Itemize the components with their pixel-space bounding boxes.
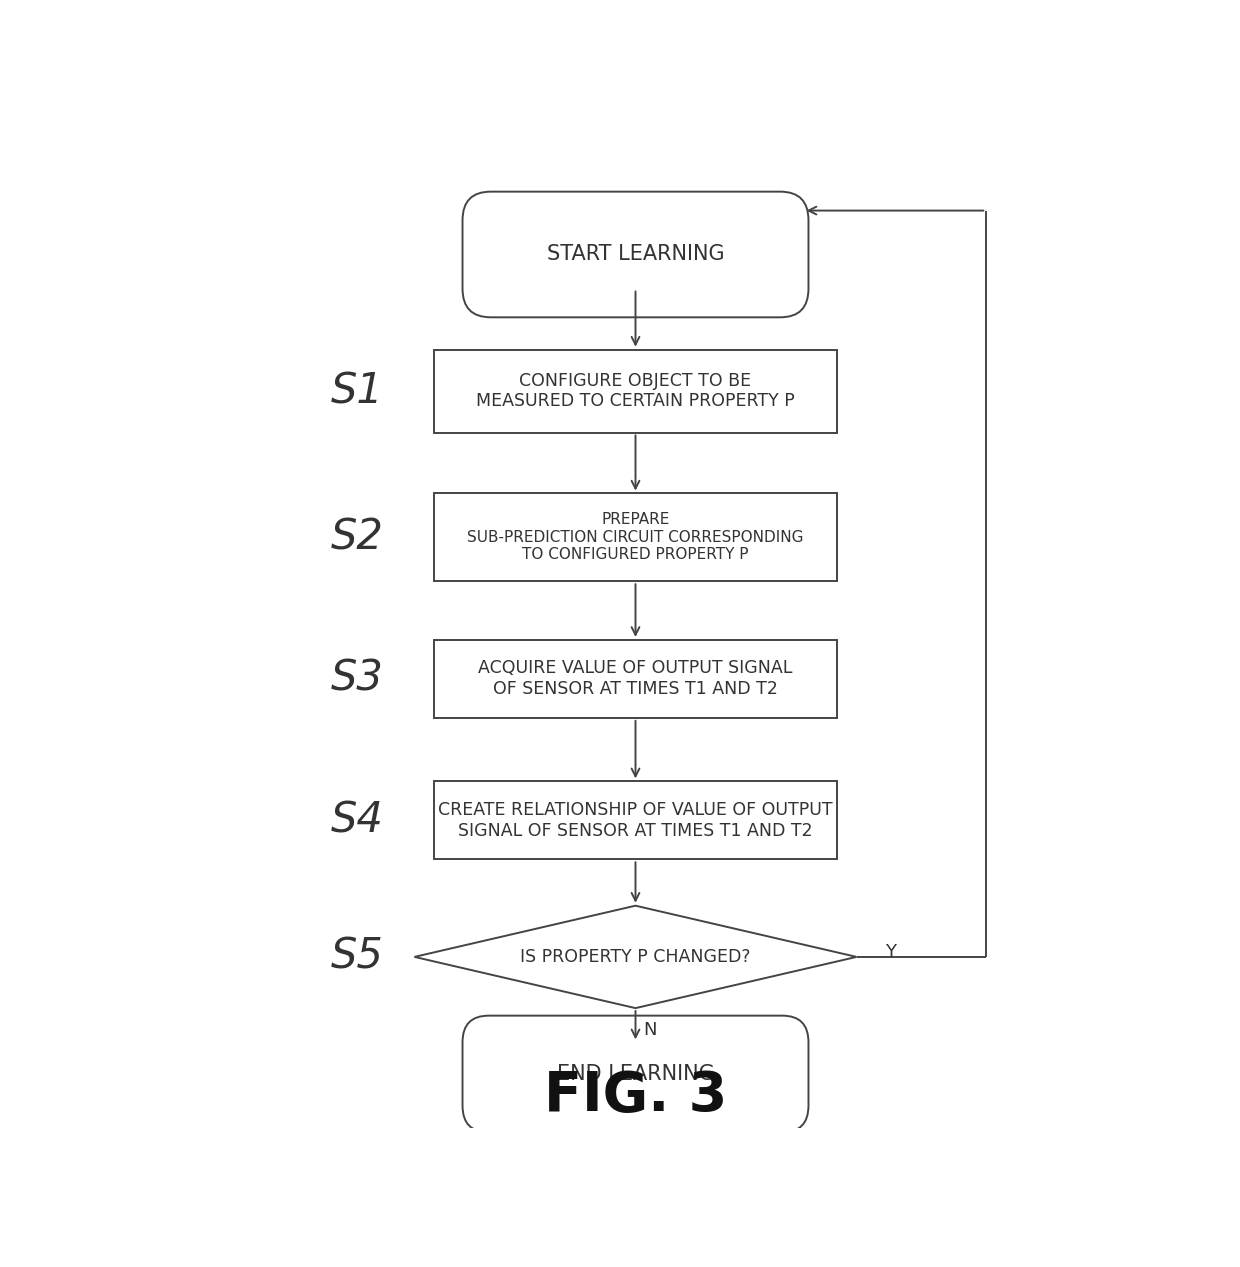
Text: IS PROPERTY P CHANGED?: IS PROPERTY P CHANGED? <box>521 948 750 965</box>
Text: S2: S2 <box>330 517 383 559</box>
Bar <box>434 350 837 432</box>
Text: CONFIGURE OBJECT TO BE
MEASURED TO CERTAIN PROPERTY P: CONFIGURE OBJECT TO BE MEASURED TO CERTA… <box>476 371 795 411</box>
FancyBboxPatch shape <box>463 1016 808 1133</box>
Text: S3: S3 <box>330 658 383 699</box>
Text: CREATE RELATIONSHIP OF VALUE OF OUTPUT
SIGNAL OF SENSOR AT TIMES T1 AND T2: CREATE RELATIONSHIP OF VALUE OF OUTPUT S… <box>438 801 833 840</box>
Text: S4: S4 <box>330 799 383 841</box>
Text: END LEARNING: END LEARNING <box>557 1064 714 1085</box>
Text: ACQUIRE VALUE OF OUTPUT SIGNAL
OF SENSOR AT TIMES T1 AND T2: ACQUIRE VALUE OF OUTPUT SIGNAL OF SENSOR… <box>479 659 792 698</box>
Text: S1: S1 <box>330 370 383 412</box>
FancyBboxPatch shape <box>463 191 808 317</box>
Text: FIG. 3: FIG. 3 <box>544 1069 727 1123</box>
Text: Y: Y <box>884 943 895 962</box>
Bar <box>434 640 837 718</box>
Text: N: N <box>644 1021 657 1039</box>
Text: START LEARNING: START LEARNING <box>547 245 724 265</box>
Polygon shape <box>414 906 857 1009</box>
Text: S5: S5 <box>330 936 383 978</box>
Bar <box>434 782 837 859</box>
Text: PREPARE
SUB-PREDICTION CIRCUIT CORRESPONDING
TO CONFIGURED PROPERTY P: PREPARE SUB-PREDICTION CIRCUIT CORRESPON… <box>467 512 804 563</box>
Bar <box>434 494 837 582</box>
